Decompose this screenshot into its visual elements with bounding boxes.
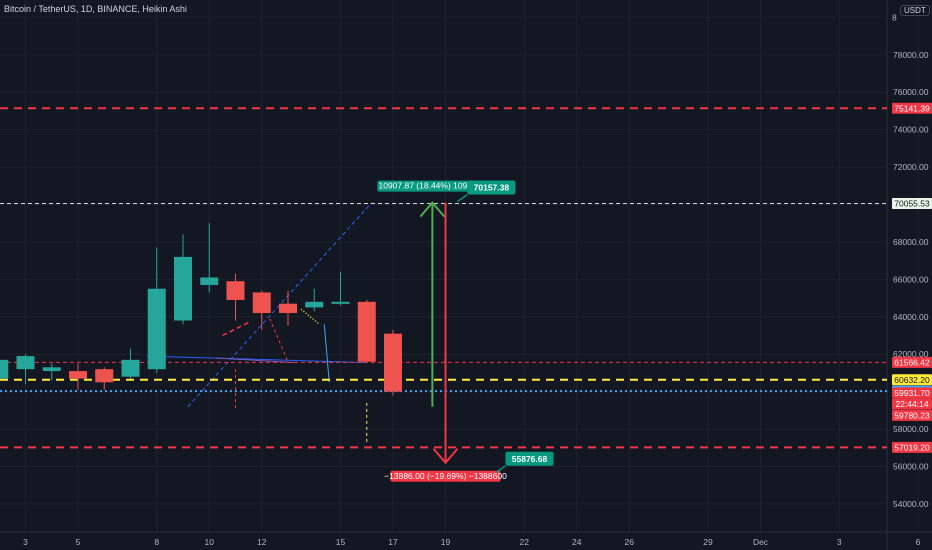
candle-body[interactable] — [252, 292, 271, 314]
x-tick-label: 26 — [625, 537, 635, 547]
down-target-pointer — [495, 465, 506, 474]
candle-body[interactable] — [357, 301, 376, 362]
x-tick-label: 22 — [520, 537, 530, 547]
candle-body[interactable] — [0, 359, 9, 379]
current-price-tag-bg[interactable] — [892, 409, 932, 421]
price-level-tag-bg[interactable] — [892, 197, 932, 209]
y-tick-label: 56000.00 — [893, 462, 929, 472]
down-target-label: 55876.68 — [512, 454, 548, 464]
y-tick-label: 64000.00 — [893, 312, 929, 322]
price-level-tag: 60632.20 — [894, 375, 930, 385]
trend-line — [323, 324, 330, 383]
x-tick-label: 29 — [703, 537, 713, 547]
candle-body[interactable] — [147, 288, 166, 370]
current-price-tag-bg[interactable] — [892, 387, 932, 399]
y-tick-label: 78000.00 — [893, 50, 929, 60]
chart-title: Bitcoin / TetherUS, 1D, BINANCE, Heikin … — [4, 4, 187, 14]
current-price-tag: 59931.70 — [894, 388, 930, 398]
candle-body[interactable] — [42, 367, 61, 372]
down-arrow-head — [432, 448, 459, 465]
y-tick-label: 76000.00 — [893, 87, 929, 97]
candle-body[interactable] — [16, 356, 35, 370]
price-level-tag: 57019.20 — [894, 442, 930, 452]
current-price-tag: 59780.23 — [894, 410, 930, 420]
candle-body[interactable] — [121, 359, 140, 377]
currency-selector[interactable]: USDT — [900, 5, 930, 16]
candle-body[interactable] — [305, 301, 324, 308]
trend-line-dashed — [269, 318, 289, 362]
down-measure-label: −13886.00 (−19.69%) −1388600 — [384, 471, 507, 481]
candle-body[interactable] — [200, 277, 219, 285]
price-level-tag-bg[interactable] — [892, 356, 932, 368]
trend-line-dashed — [187, 202, 373, 407]
trend-line-dotted — [300, 308, 320, 325]
y-tick-label: 58000.00 — [893, 424, 929, 434]
price-level-tag: 75141.39 — [894, 103, 930, 113]
current-price-tag-bg[interactable] — [892, 398, 932, 410]
y-tick-label: 68000.00 — [893, 237, 929, 247]
price-level-tag: 70055.53 — [894, 198, 930, 208]
y-tick-label: 8 — [892, 12, 897, 22]
candle-body[interactable] — [279, 303, 297, 314]
candle-body[interactable] — [69, 371, 87, 379]
y-tick-label: 72000.00 — [893, 162, 929, 172]
up-target-label: 70157.38 — [474, 183, 510, 193]
candle-body[interactable] — [384, 333, 402, 392]
candle-body[interactable] — [226, 281, 245, 300]
up-measure-label: 10907.87 (18.44%) 1090787 — [378, 181, 486, 191]
x-tick-label: 19 — [441, 537, 451, 547]
trend-line-dashed — [222, 321, 249, 337]
x-tick-label: 15 — [336, 537, 346, 547]
price-level-tag-bg[interactable] — [892, 374, 932, 386]
y-tick-label: 54000.00 — [893, 499, 929, 509]
trend-line — [146, 355, 367, 364]
down-measure-box — [390, 470, 501, 482]
up-arrow-head — [419, 201, 446, 218]
x-tick-label: 3 — [837, 537, 842, 547]
y-tick-label: 74000.00 — [893, 125, 929, 135]
current-price-tag: 22:44:14 — [895, 399, 928, 409]
price-level-tag: 61566.42 — [894, 357, 930, 367]
y-tick-label: 66000.00 — [893, 274, 929, 284]
x-tick-label: 5 — [76, 537, 81, 547]
x-tick-label: 24 — [572, 537, 582, 547]
up-measure-box — [377, 180, 488, 192]
x-tick-label: 17 — [388, 537, 398, 547]
x-tick-label: 12 — [257, 537, 267, 547]
x-tick-label: Dec — [753, 537, 769, 547]
candle-body[interactable] — [174, 256, 192, 321]
x-tick-label: 10 — [205, 537, 215, 547]
up-target-box — [467, 180, 516, 195]
x-tick-label: 3 — [23, 537, 28, 547]
candle-body[interactable] — [95, 369, 114, 383]
price-level-tag-bg[interactable] — [892, 102, 932, 114]
price-level-tag-bg[interactable] — [892, 441, 932, 453]
y-tick-label: 62000.00 — [893, 349, 929, 359]
x-tick-label: 8 — [154, 537, 159, 547]
down-target-box — [505, 451, 554, 466]
up-target-pointer — [456, 193, 468, 203]
x-tick-label: 6 — [916, 537, 921, 547]
candle-body[interactable] — [331, 301, 350, 304]
